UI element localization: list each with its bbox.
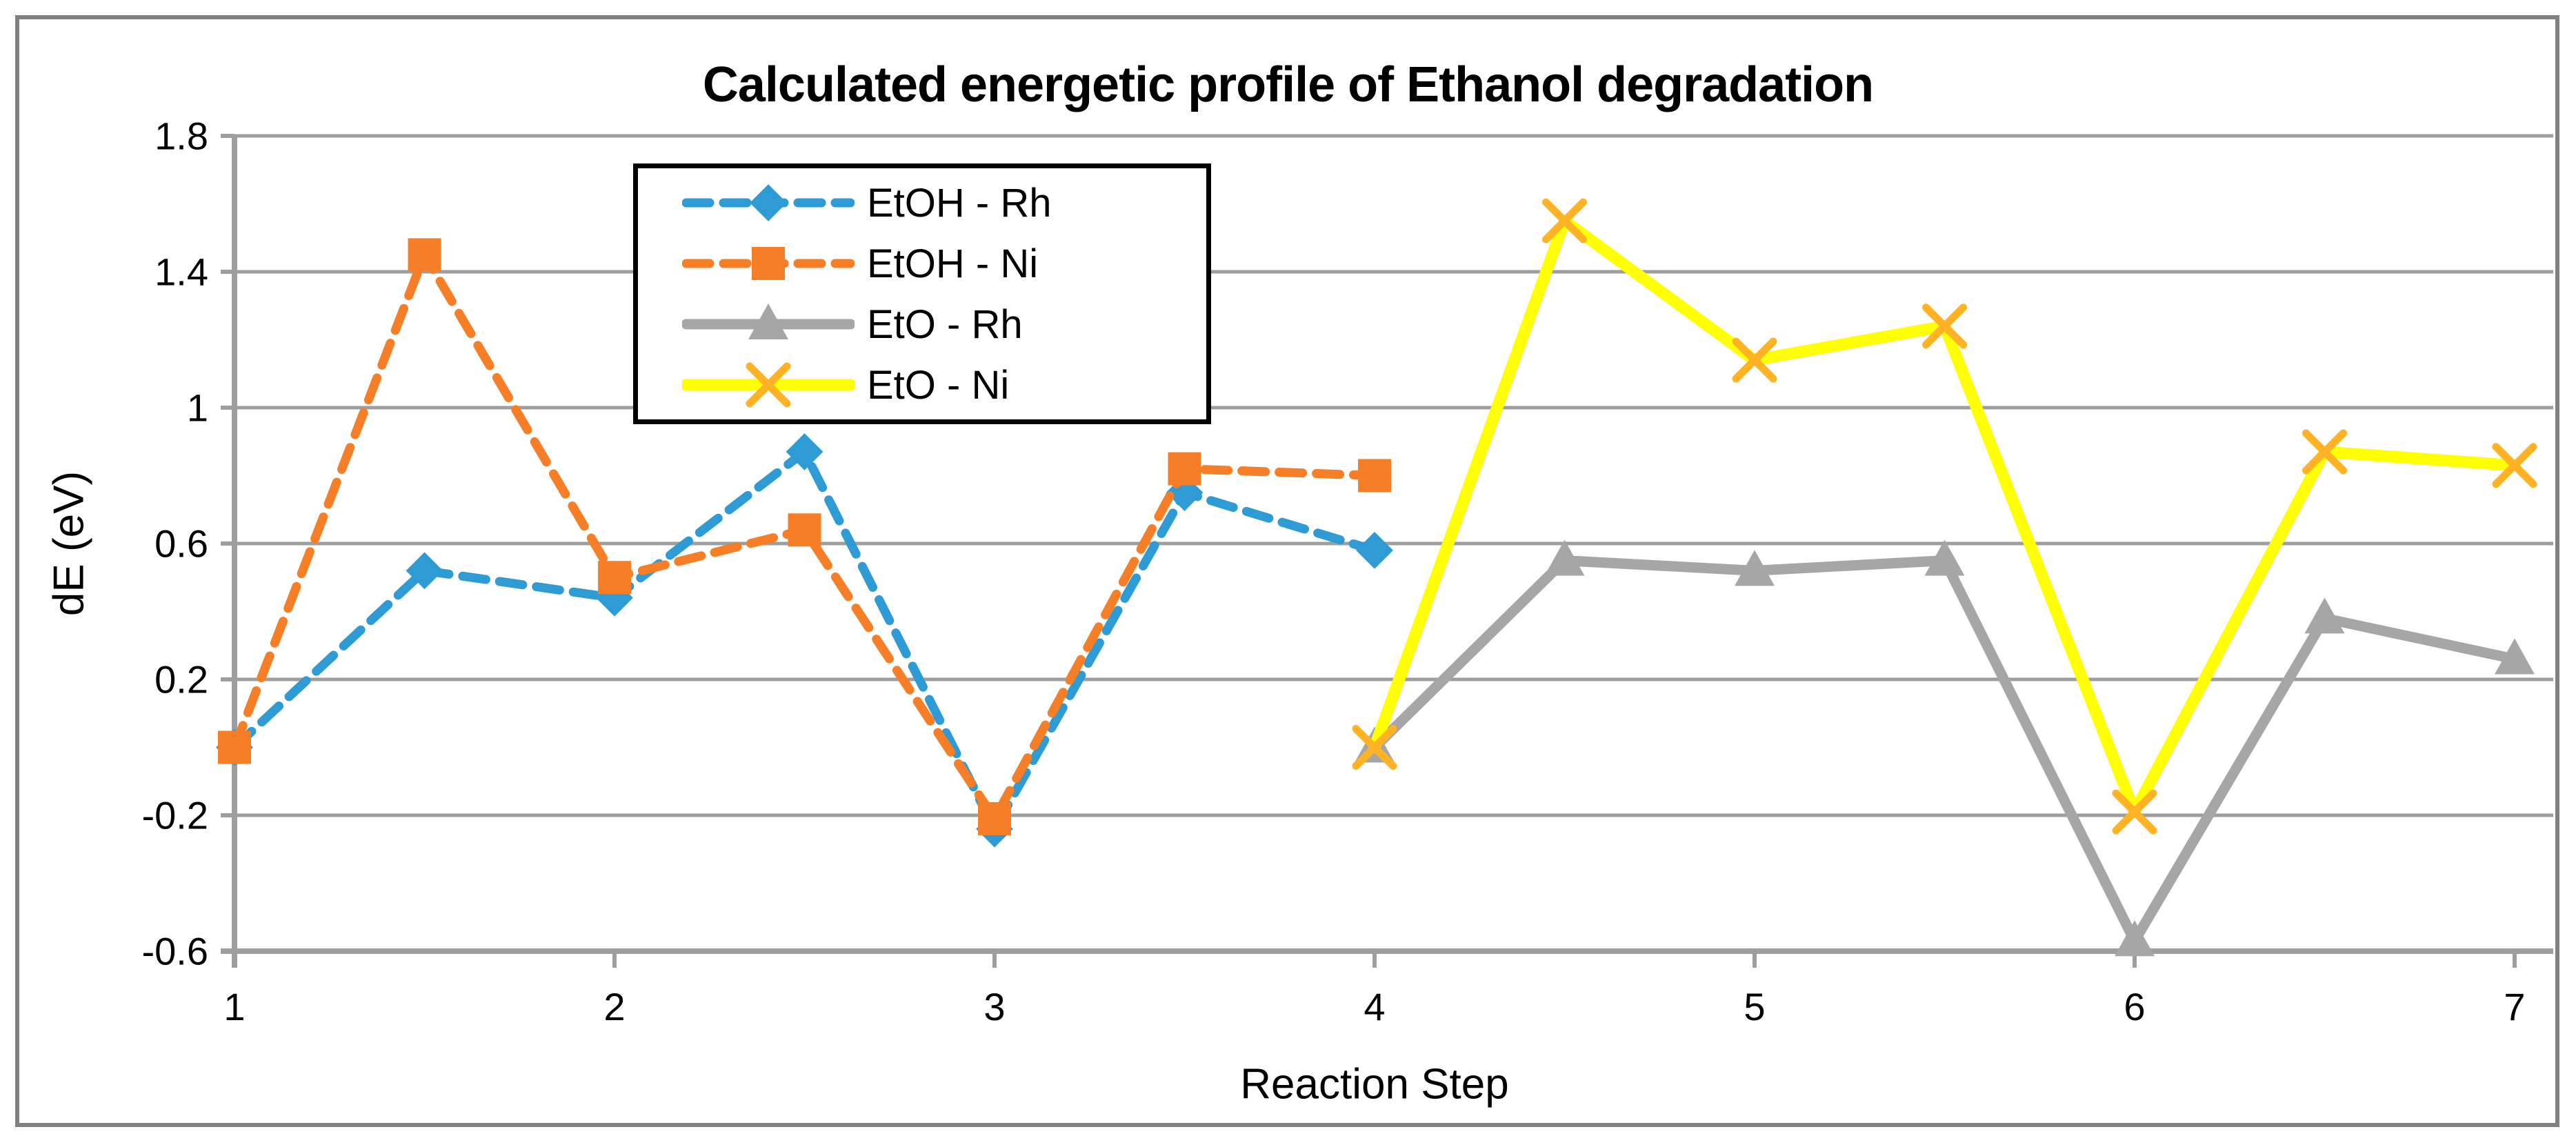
x-axis-title: Reaction Step — [1240, 1060, 1509, 1108]
marker-square — [788, 513, 821, 547]
marker-x — [1732, 337, 1777, 383]
chart-frame-border — [15, 15, 2559, 1127]
y-tick-label: 1.4 — [154, 250, 208, 294]
x-tick-label: 6 — [2124, 985, 2145, 1028]
marker-diamond — [1356, 531, 1393, 569]
marker-diamond — [750, 184, 787, 221]
x-tick-label: 5 — [1744, 985, 1765, 1028]
x-tick-label: 3 — [984, 985, 1005, 1028]
marker-square — [1358, 459, 1391, 492]
legend-item-etoh-rh: EtOH - Rh — [682, 175, 1206, 230]
y-tick-label: -0.6 — [142, 930, 209, 973]
x-tick-label: 2 — [603, 985, 625, 1028]
x-tick-label: 7 — [2504, 985, 2525, 1028]
legend-label: EtOH - Ni — [867, 241, 1039, 286]
marker-triangle — [2304, 597, 2345, 634]
marker-triangle — [2115, 920, 2155, 957]
legend-sample-etoh-rh-icon — [682, 184, 855, 221]
legend-sample-eto-rh-icon — [682, 303, 855, 339]
marker-triangle — [2495, 638, 2535, 675]
marker-square — [978, 802, 1011, 835]
series-line-3 — [1368, 215, 2521, 818]
legend: EtOH - Rh EtOH - Ni EtO - Rh EtO - Ni — [633, 163, 1211, 424]
y-tick-label: 0.2 — [154, 658, 208, 701]
marker-x — [1352, 725, 1397, 770]
marker-x — [2492, 443, 2537, 488]
marker-triangle — [1544, 539, 1585, 576]
y-tick-label: 1 — [187, 386, 208, 430]
marker-square — [408, 238, 441, 272]
y-tick-label: 0.6 — [154, 522, 208, 566]
marker-triangle — [1735, 550, 1775, 586]
marker-square — [598, 561, 631, 595]
marker-x — [1542, 198, 1587, 243]
marker-square — [1168, 452, 1201, 486]
marker-x — [1922, 303, 1967, 349]
y-axis-title: dE (eV) — [45, 470, 93, 617]
marker-square — [752, 247, 785, 280]
legend-label: EtO - Ni — [867, 362, 1010, 408]
legend-item-eto-rh: EtO - Rh — [682, 297, 1206, 352]
y-tick-label: 1.8 — [154, 114, 208, 158]
legend-item-eto-ni: EtO - Ni — [682, 357, 1206, 412]
legend-item-etoh-ni: EtOH - Ni — [682, 236, 1206, 291]
x-tick-label: 1 — [223, 985, 245, 1028]
series-line-0 — [230, 447, 1379, 834]
legend-label: EtO - Rh — [867, 301, 1023, 347]
chart-title: Calculated energetic profile of Ethanol … — [702, 57, 1874, 112]
marker-triangle — [748, 303, 788, 339]
marker-triangle — [1924, 539, 1965, 576]
legend-label: EtOH - Rh — [867, 180, 1052, 226]
marker-x — [746, 362, 791, 408]
legend-sample-etoh-ni-icon — [682, 247, 855, 280]
marker-x — [2112, 789, 2157, 835]
legend-sample-eto-ni-icon — [682, 362, 855, 408]
marker-square — [218, 730, 251, 764]
y-tick-label: -0.2 — [142, 794, 209, 837]
x-tick-label: 4 — [1364, 985, 1385, 1028]
series-line-2 — [1369, 555, 2520, 946]
marker-x — [2302, 429, 2347, 475]
